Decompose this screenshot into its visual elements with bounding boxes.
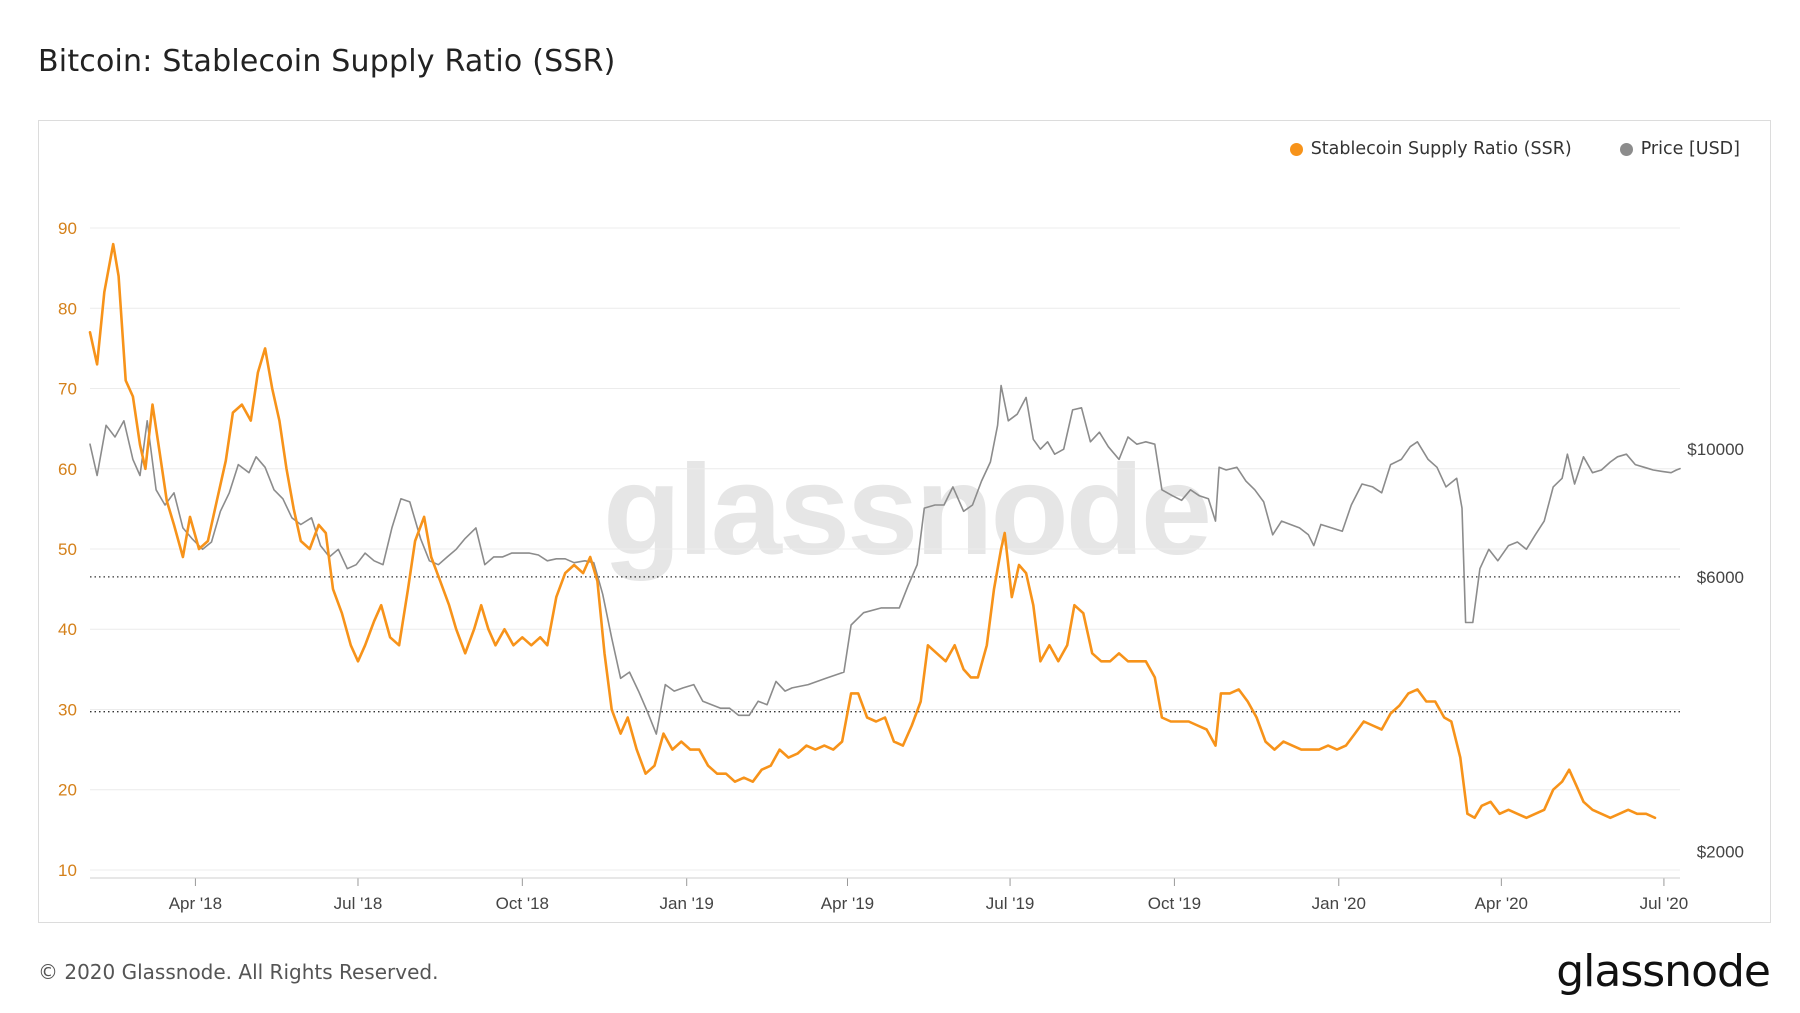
ssr-line [88, 242, 1657, 820]
y-tick-right-2000: $2000 [1697, 843, 1744, 862]
x-tick-label-5: Jul '19 [986, 894, 1035, 913]
legend-label-price: Price [USD] [1640, 139, 1740, 159]
x-tick-label-4: Apr '19 [821, 894, 874, 913]
x-axis-ticks: Apr '18 Jul '18 Oct '18 Jan '19 Apr '19 Jul '… [90, 877, 1689, 913]
y-tick-left-20: 20 [58, 781, 77, 800]
legend-item-ssr[interactable]: Stablecoin Supply Ratio (SSR) [1289, 139, 1572, 159]
legend-label-ssr: Stablecoin Supply Ratio (SSR) [1310, 139, 1572, 159]
copyright-text: © 2020 Glassnode. All Rights Reserved. [38, 960, 439, 984]
price-line [89, 384, 1681, 735]
x-tick-label-8: Apr '20 [1475, 894, 1528, 913]
y-tick-right-10000: $10000 [1687, 440, 1744, 459]
y-tick-left-80: 80 [58, 299, 77, 318]
chart-legend: Stablecoin Supply Ratio (SSR) Price [USD… [1289, 139, 1740, 159]
chart-panel: Stablecoin Supply Ratio (SSR) Price [USD… [38, 120, 1771, 923]
y-tick-left-60: 60 [58, 460, 77, 479]
price-series [89, 384, 1681, 735]
x-tick-label-6: Oct '19 [1148, 894, 1201, 913]
chart-title: Bitcoin: Stablecoin Supply Ratio (SSR) [38, 44, 616, 79]
left-axis-ticks: 10 20 30 40 50 60 70 80 90 [58, 219, 77, 880]
watermark: glassnode [603, 439, 1209, 582]
y-tick-left-30: 30 [58, 700, 77, 719]
legend-dot-price [1619, 142, 1633, 156]
legend-dot-ssr [1289, 142, 1303, 156]
brand-logo: glassnode [1556, 946, 1771, 997]
x-tick-label-7: Jan '20 [1312, 894, 1366, 913]
y-tick-left-10: 10 [58, 861, 77, 880]
x-tick-label-3: Jan '19 [660, 894, 714, 913]
x-tick-label-0: Apr '18 [169, 894, 222, 913]
ssr-series [88, 242, 1657, 820]
y-tick-left-90: 90 [58, 219, 77, 238]
y-tick-left-50: 50 [58, 540, 77, 559]
legend-item-price[interactable]: Price [USD] [1619, 139, 1740, 159]
x-tick-label-1: Jul '18 [334, 894, 383, 913]
x-tick-label-2: Oct '18 [496, 894, 549, 913]
right-axis-ticks: $2000 $6000 $10000 [1687, 440, 1744, 861]
y-tick-right-6000: $6000 [1697, 568, 1744, 587]
reference-lines [90, 576, 1680, 713]
x-tick-label-9: Jul '20 [1640, 894, 1689, 913]
grid-layer [90, 227, 1680, 871]
y-tick-left-40: 40 [58, 620, 77, 639]
y-tick-left-70: 70 [58, 380, 77, 399]
